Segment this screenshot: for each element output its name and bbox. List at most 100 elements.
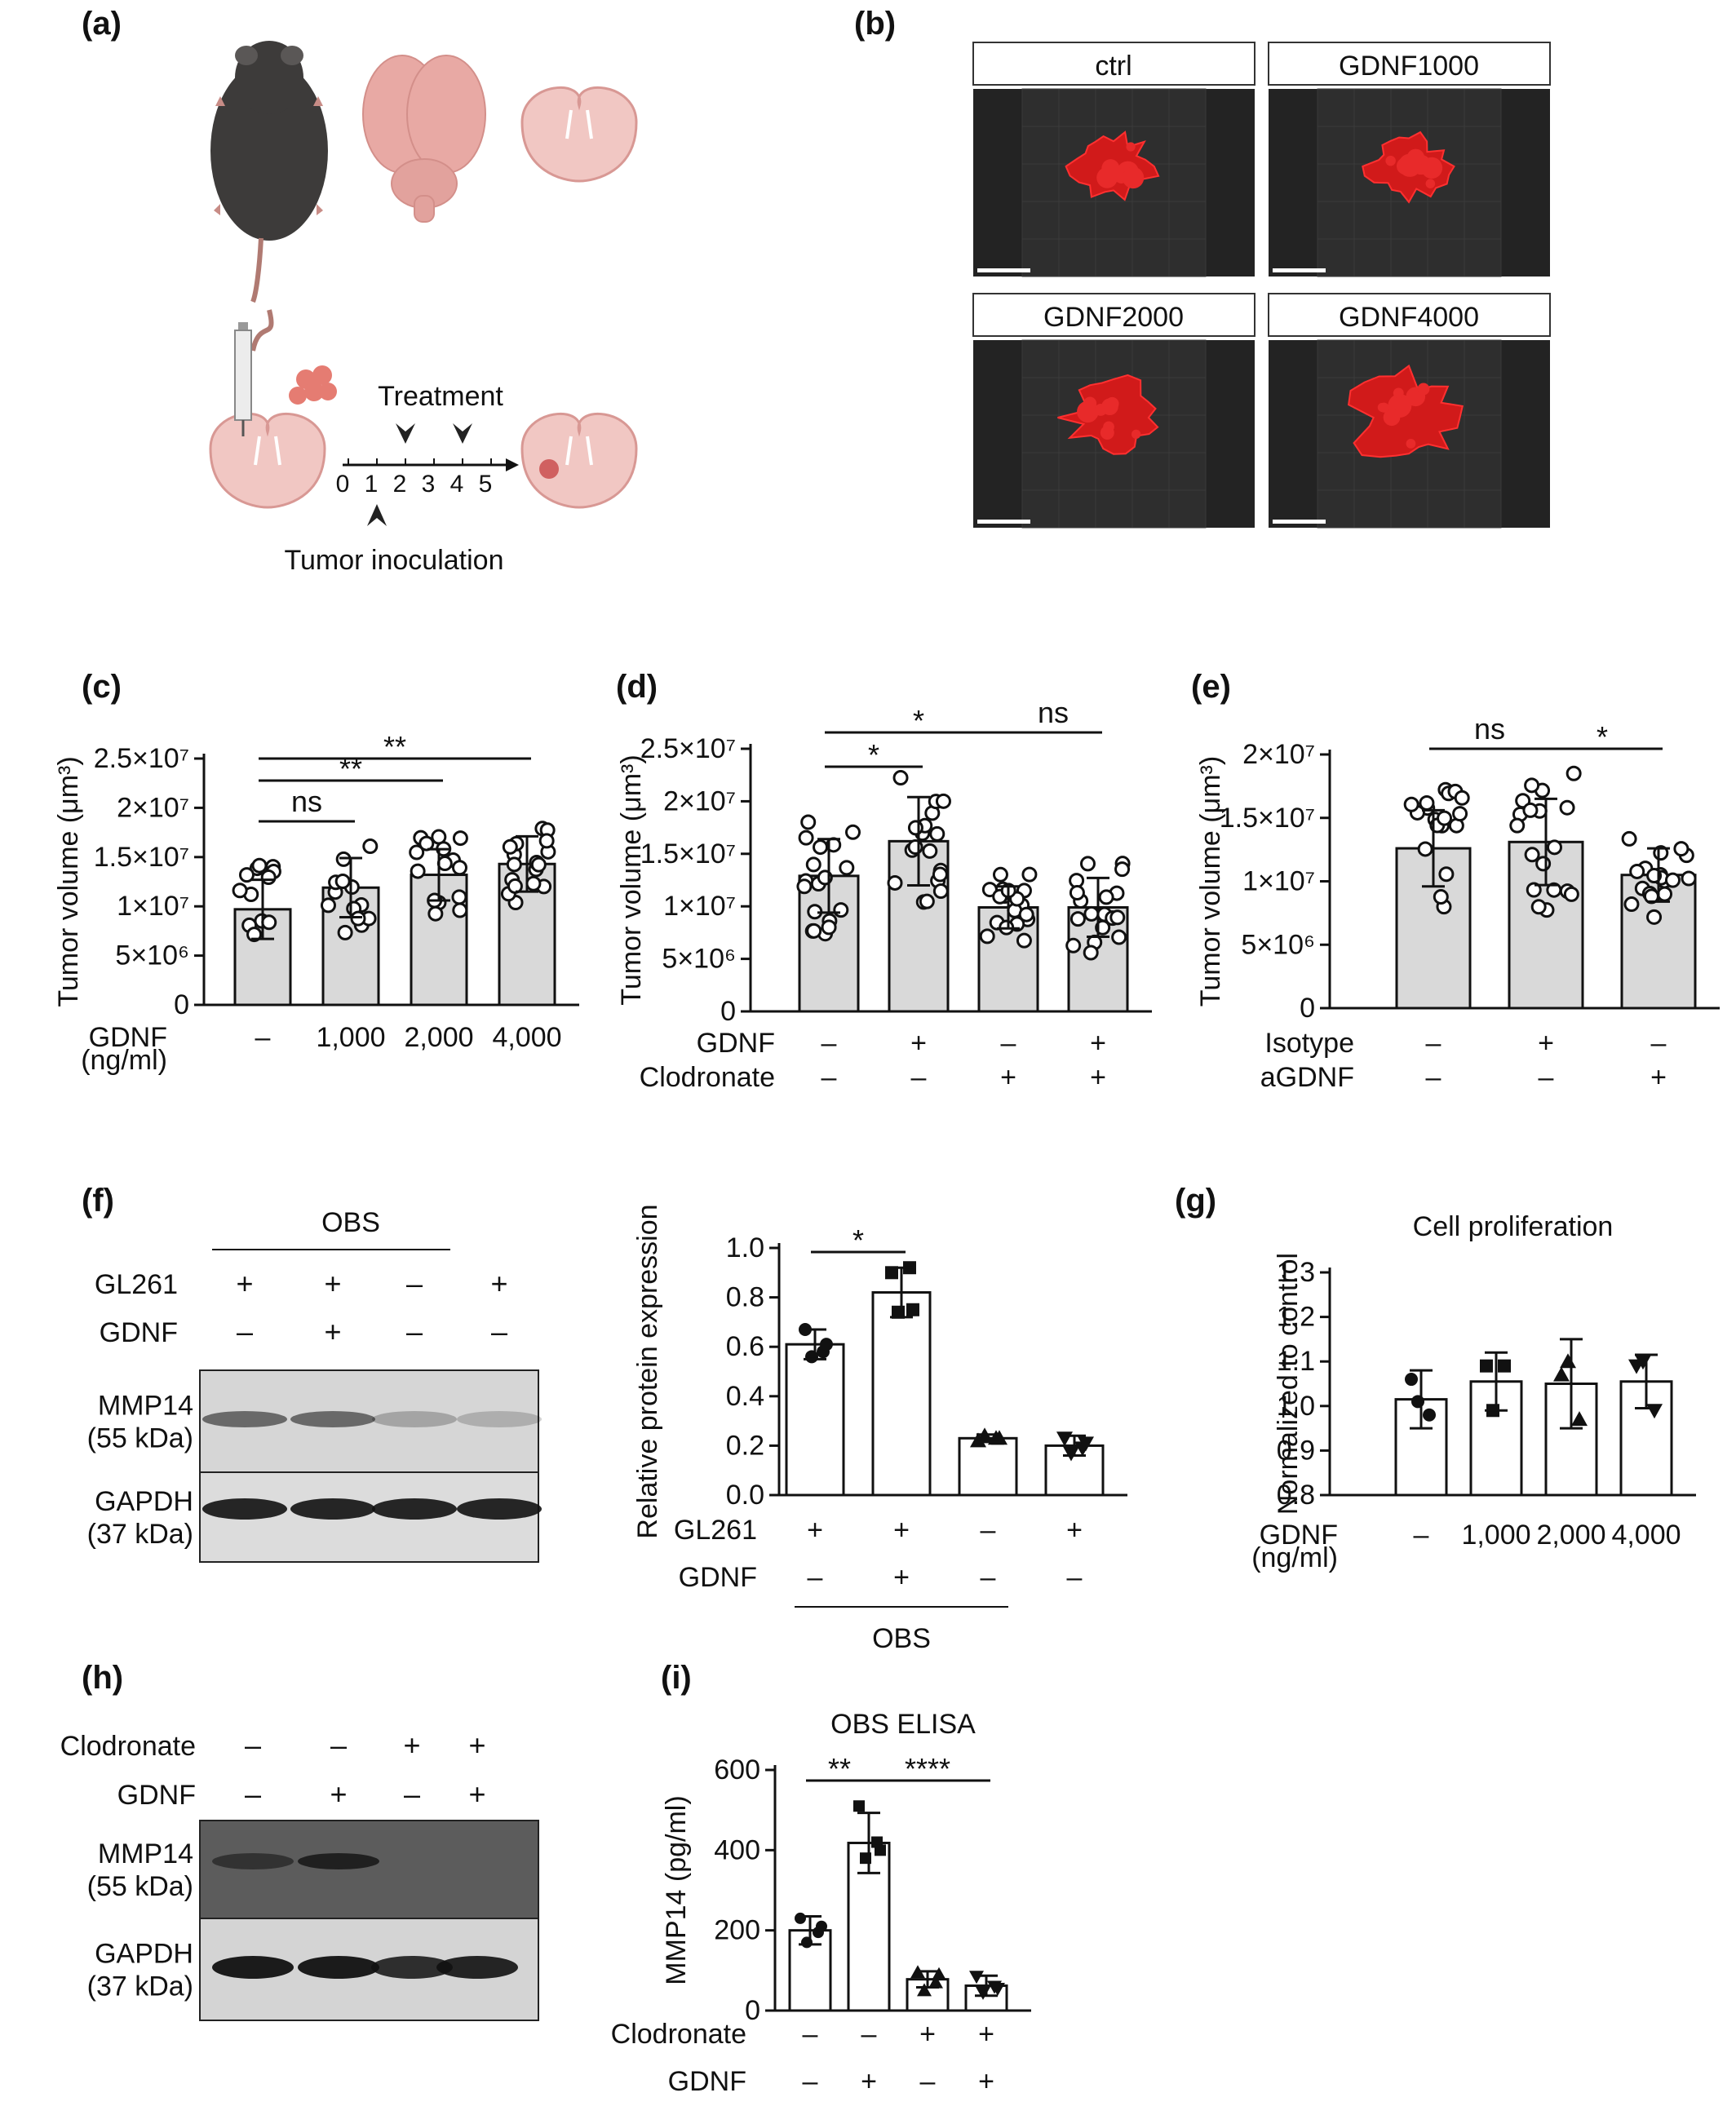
coronal-section-tumor — [520, 413, 638, 509]
panel-b-label: (b) — [854, 6, 896, 42]
band-kda: (55 kDa) — [87, 1871, 193, 1902]
y-tick-label: 0 — [745, 1995, 760, 2026]
panel-c-label: (c) — [82, 669, 122, 705]
y-tick-label: 200 — [714, 1915, 760, 1946]
condition-sign: – — [1426, 1028, 1442, 1059]
data-point — [885, 1266, 898, 1280]
y-axis-label: Tumor volume (μm³) — [1195, 756, 1226, 1007]
data-point — [813, 839, 829, 856]
condition-sign: – — [920, 2066, 936, 2097]
data-point — [506, 856, 522, 873]
y-tick-label: 2.5×10⁷ — [640, 733, 736, 764]
data-point — [1524, 847, 1540, 863]
data-point — [1078, 1436, 1094, 1452]
y-tick-label: 1.2 — [1277, 1302, 1315, 1333]
timeline-arrowhead — [506, 458, 519, 471]
data-point — [1524, 777, 1540, 794]
y-tick-label: 2×10⁷ — [1242, 739, 1315, 770]
panel-d-label: (d) — [616, 669, 658, 705]
condition-sign: + — [807, 1515, 823, 1546]
data-point — [525, 875, 542, 892]
timeline-day-label: 5 — [479, 471, 493, 498]
mouse-illustration — [210, 41, 328, 352]
data-point — [452, 830, 468, 847]
bar — [871, 1291, 932, 1497]
blot-sign: – — [491, 1315, 507, 1348]
condition-label: aGDNF — [1260, 1062, 1354, 1093]
y-tick-label: 1.1 — [1277, 1346, 1315, 1377]
y-tick-label: 0 — [1300, 993, 1315, 1024]
tumor-render-blob — [1101, 398, 1118, 415]
protein-band — [290, 1498, 375, 1520]
data-point — [833, 902, 849, 918]
significance-label: ns — [291, 785, 322, 818]
y-tick-label: 2×10⁷ — [117, 792, 189, 823]
y-tick-label: 1.5×10⁷ — [640, 838, 736, 869]
data-point — [969, 1971, 984, 1984]
protein-band — [212, 1956, 294, 1979]
condition-label: Clodronate — [611, 2019, 746, 2050]
protein-band — [290, 1411, 375, 1427]
category-label: 1,000 — [316, 1022, 385, 1053]
data-point — [350, 910, 366, 927]
chart-i: 0 200 400 600 MMP14 (pg/ml) OBS ELISA Clodrona… — [611, 1709, 1031, 2097]
y-tick-label: 0.0 — [726, 1480, 764, 1511]
protein-band — [202, 1498, 287, 1520]
tumor-render-blob — [1100, 426, 1114, 440]
data-point — [1454, 790, 1470, 806]
data-point — [409, 844, 425, 861]
y-tick-label: 1.0 — [1277, 1391, 1315, 1422]
inoculation-arrow — [367, 504, 387, 526]
bar — [785, 1343, 845, 1497]
syringe-icon — [234, 322, 252, 436]
blot-sign: + — [490, 1267, 507, 1300]
band-name: GAPDH — [95, 1486, 193, 1517]
render-title-box — [1268, 293, 1551, 337]
data-point — [1056, 1431, 1073, 1447]
data-point — [418, 835, 435, 852]
y-axis-label: Relative protein expression — [632, 1204, 663, 1538]
condition-sign: – — [822, 1028, 837, 1059]
blot-sign: + — [330, 1777, 347, 1811]
data-point — [981, 882, 998, 898]
scale-bar — [977, 268, 1030, 272]
data-point — [892, 770, 909, 786]
tumor-render-blob — [1420, 157, 1443, 179]
condition-sign: – — [911, 1062, 927, 1093]
render-title-box — [972, 293, 1256, 337]
data-point — [1411, 1395, 1424, 1409]
data-point — [1437, 810, 1453, 826]
y-tick-label: 5×10⁶ — [662, 944, 736, 975]
data-point — [821, 919, 837, 936]
panel-e-label: (e) — [1191, 669, 1231, 705]
data-point — [1553, 1366, 1570, 1382]
protein-band — [212, 1853, 294, 1869]
blot-sign: – — [330, 1728, 347, 1762]
y-tick-label: 1.5×10⁷ — [1220, 803, 1315, 834]
data-point — [820, 1338, 833, 1352]
data-point — [452, 902, 468, 918]
data-point — [1438, 866, 1455, 883]
data-point — [919, 893, 935, 909]
chart-title: OBS ELISA — [830, 1709, 976, 1740]
tumor-render-blob — [1122, 166, 1145, 189]
tumor-render-blob — [1131, 429, 1141, 440]
blot-sign: – — [404, 1777, 420, 1811]
data-point — [1526, 882, 1542, 898]
condition-sign: – — [981, 1562, 996, 1593]
panel-a-label: (a) — [82, 6, 122, 42]
band-name: MMP14 — [98, 1391, 193, 1422]
condition-sign: – — [861, 2019, 877, 2050]
y-tick-label: 5×10⁶ — [115, 940, 189, 971]
render-grid: ctrl GDNF1000 GDNF2000 GDNF4000 — [972, 42, 1551, 529]
render-title: ctrl — [1095, 51, 1132, 82]
y-tick-label: 0.8 — [1277, 1480, 1315, 1511]
y-tick-label: 400 — [714, 1834, 760, 1865]
panel-b: (b) ctrl GDNF1000 GDNF2000 GDNF4000 — [854, 6, 1551, 529]
protein-band — [372, 1411, 457, 1427]
data-point — [502, 838, 518, 855]
tumor-render-blob — [1393, 387, 1404, 399]
blot-f: OBS GL261 + + – + GDNF – + – – MMP14(55 kDa) GAPDH(3… — [87, 1207, 542, 1563]
panel-a: (a) — [82, 6, 638, 576]
significance-label: * — [1596, 720, 1608, 754]
